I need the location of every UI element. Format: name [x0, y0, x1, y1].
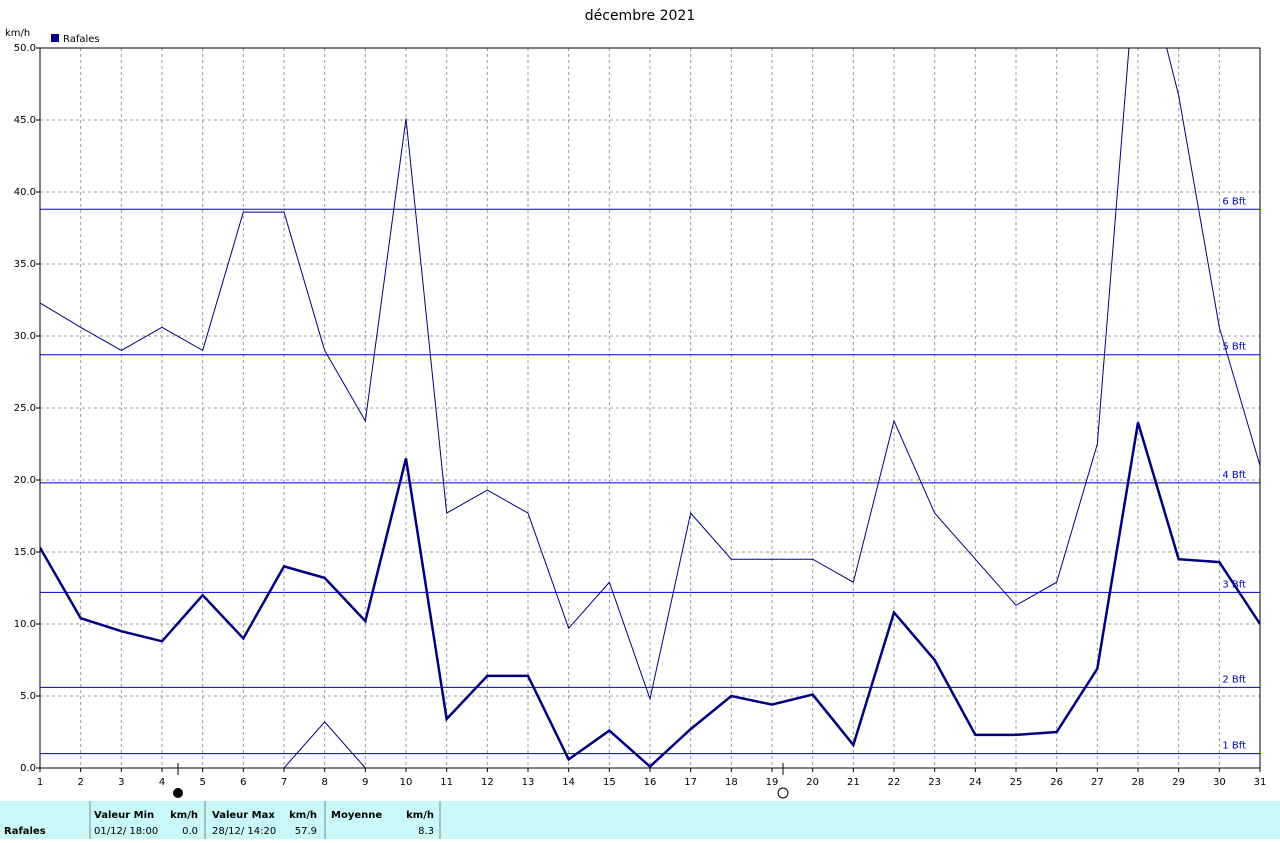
table-header: km/h: [289, 810, 317, 821]
table-cell: Rafales: [4, 826, 46, 837]
x-tick-label: 6: [240, 777, 246, 788]
x-tick-label: 19: [766, 777, 779, 788]
x-tick-label: 3: [118, 777, 124, 788]
x-tick-label: 9: [362, 777, 368, 788]
x-tick-label: 25: [1010, 777, 1023, 788]
x-tick-label: 29: [1172, 777, 1185, 788]
x-tick-label: 21: [847, 777, 860, 788]
table-header: Moyenne: [331, 810, 382, 821]
table-cell: 8.3: [418, 826, 434, 837]
table-header: Valeur Max: [212, 810, 275, 821]
y-tick-label: 30.0: [14, 331, 36, 342]
legend-label: Rafales: [63, 34, 100, 45]
table-header: km/h: [406, 810, 434, 821]
beaufort-label: 4 Bft: [1222, 470, 1246, 481]
y-tick-label: 0.0: [20, 763, 36, 774]
x-tick-label: 8: [321, 777, 327, 788]
moon-new: [777, 787, 789, 799]
x-tick-label: 7: [281, 777, 287, 788]
x-tick-label: 5: [199, 777, 205, 788]
x-tick-label: 15: [603, 777, 616, 788]
table-bg: [0, 801, 1280, 839]
x-tick-label: 27: [1091, 777, 1104, 788]
series-line: [40, 422, 1260, 768]
x-tick-label: 4: [159, 777, 165, 788]
y-tick-label: 20.0: [14, 475, 36, 486]
x-tick-label: 20: [806, 777, 819, 788]
beaufort-label: 5 Bft: [1222, 342, 1246, 353]
x-tick-label: 28: [1132, 777, 1145, 788]
beaufort-label: 2 Bft: [1222, 674, 1246, 685]
x-tick-label: 26: [1050, 777, 1063, 788]
table-header: km/h: [170, 810, 198, 821]
moon-full: [173, 788, 183, 798]
table-cell: 28/12/ 14:20: [212, 826, 276, 837]
stats-table: Valeur Min km/h Valeur Max km/h Moyenne …: [0, 801, 1280, 839]
x-tick-label: 13: [522, 777, 535, 788]
x-tick-label: 31: [1254, 777, 1267, 788]
x-tick-label: 24: [969, 777, 982, 788]
y-tick-label: 5.0: [20, 691, 36, 702]
y-axis-label: km/h: [5, 28, 30, 39]
x-tick-label: 12: [481, 777, 494, 788]
beaufort-label: 6 Bft: [1222, 196, 1246, 207]
series-line: [40, 48, 1260, 701]
y-tick-label: 35.0: [14, 259, 36, 270]
y-tick-label: 40.0: [14, 187, 36, 198]
x-tick-label: 23: [928, 777, 941, 788]
y-tick-label: 15.0: [14, 547, 36, 558]
table-cell: 0.0: [182, 826, 198, 837]
y-tick-label: 50.0: [14, 43, 36, 54]
x-tick-label: 16: [644, 777, 657, 788]
beaufort-label: 1 Bft: [1222, 741, 1246, 752]
x-tick-label: 17: [684, 777, 697, 788]
table-cell: 01/12/ 18:00: [94, 826, 158, 837]
y-tick-label: 45.0: [14, 115, 36, 126]
x-tick-label: 1: [37, 777, 43, 788]
x-tick-label: 14: [562, 777, 575, 788]
x-tick-label: 18: [725, 777, 738, 788]
x-tick-label: 30: [1213, 777, 1226, 788]
x-tick-label: 10: [400, 777, 413, 788]
legend-swatch: [51, 34, 59, 42]
y-tick-label: 10.0: [14, 619, 36, 630]
y-tick-label: 25.0: [14, 403, 36, 414]
x-tick-label: 2: [77, 777, 83, 788]
chart-title: décembre 2021: [585, 8, 695, 24]
table-header: Valeur Min: [94, 810, 154, 821]
x-tick-label: 11: [440, 777, 453, 788]
table-cell: 57.9: [295, 826, 317, 837]
x-tick-label: 22: [888, 777, 901, 788]
